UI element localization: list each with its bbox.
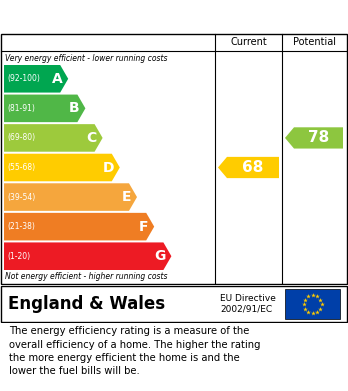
Polygon shape <box>4 242 172 270</box>
Text: (21-38): (21-38) <box>7 222 35 231</box>
Polygon shape <box>4 65 68 93</box>
Polygon shape <box>4 183 137 211</box>
Text: (81-91): (81-91) <box>7 104 35 113</box>
Text: 78: 78 <box>308 131 329 145</box>
Text: (39-54): (39-54) <box>7 193 35 202</box>
Text: England & Wales: England & Wales <box>8 295 165 313</box>
Text: A: A <box>52 72 62 86</box>
Text: Not energy efficient - higher running costs: Not energy efficient - higher running co… <box>5 272 167 281</box>
Text: E: E <box>121 190 131 204</box>
Text: (69-80): (69-80) <box>7 133 35 142</box>
Text: (55-68): (55-68) <box>7 163 35 172</box>
Polygon shape <box>4 213 154 240</box>
Text: (92-100): (92-100) <box>7 74 40 83</box>
Text: D: D <box>102 160 114 174</box>
Text: Current: Current <box>230 37 267 47</box>
Bar <box>285 289 340 319</box>
Text: F: F <box>139 220 148 234</box>
Polygon shape <box>4 154 120 181</box>
Polygon shape <box>4 124 103 152</box>
Text: C: C <box>86 131 97 145</box>
Text: Potential: Potential <box>293 37 335 47</box>
Text: 68: 68 <box>242 160 264 175</box>
Polygon shape <box>285 127 343 149</box>
Text: B: B <box>69 101 79 115</box>
Text: EU Directive
2002/91/EC: EU Directive 2002/91/EC <box>220 294 276 314</box>
Text: Very energy efficient - lower running costs: Very energy efficient - lower running co… <box>5 54 167 63</box>
Polygon shape <box>4 95 85 122</box>
Text: (1-20): (1-20) <box>7 252 30 261</box>
Text: G: G <box>154 249 165 263</box>
Polygon shape <box>218 157 279 178</box>
Text: The energy efficiency rating is a measure of the
overall efficiency of a home. T: The energy efficiency rating is a measur… <box>9 326 260 376</box>
Text: Energy Efficiency Rating: Energy Efficiency Rating <box>10 10 232 25</box>
